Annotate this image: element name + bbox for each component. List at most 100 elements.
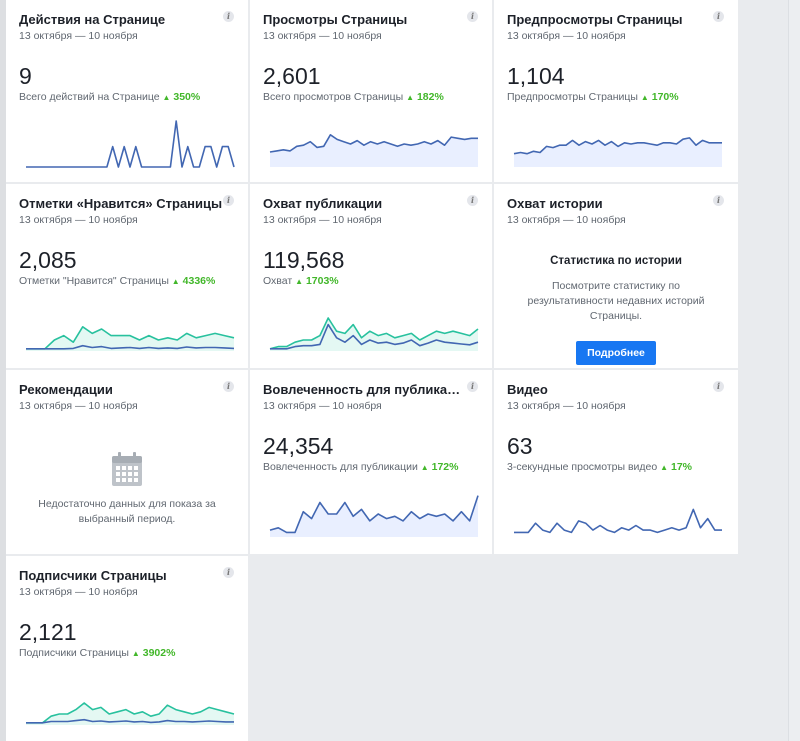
series-primary-line-area [270, 134, 478, 167]
metric-label-row: 3-секундные просмотры видео ▲ 17% [507, 461, 725, 474]
metric-label-row: Подписчики Страницы ▲ 3902% [19, 647, 235, 660]
metric-value: 119,568 [263, 247, 345, 273]
card-date: 13 октября — 10 ноября [19, 30, 138, 42]
metric-value: 9 [19, 63, 32, 89]
metric-label-row: Отметки "Нравится" Страницы ▲ 4336% [19, 275, 235, 288]
up-arrow-icon: ▲ [640, 93, 649, 102]
sparkline-chart [26, 120, 235, 168]
card-date: 13 октября — 10 ноября [19, 586, 138, 598]
series-primary-line [26, 120, 235, 168]
card-date: 13 октября — 10 ноября [507, 214, 626, 226]
info-icon[interactable]: i [223, 195, 234, 206]
card-video[interactable]: Видео 13 октября — 10 ноября i 63 3-секу… [494, 370, 738, 554]
series-primary-line [26, 702, 235, 724]
up-arrow-icon: ▲ [162, 93, 171, 102]
series-primary-line [269, 133, 478, 153]
sparkline-chart [513, 137, 722, 167]
up-arrow-icon: ▲ [660, 463, 669, 472]
card-page-previews[interactable]: Предпросмотры Страницы 13 октября — 10 н… [494, 0, 738, 182]
series-secondary-line [26, 718, 234, 724]
sparkline-chart [26, 325, 235, 351]
metric-value: 24,354 [263, 433, 334, 459]
metric-label-row: Предпросмотры Страницы ▲ 170% [507, 91, 725, 104]
metric-change: 182% [416, 91, 444, 103]
up-arrow-icon: ▲ [171, 277, 180, 286]
metric-change: 4336% [182, 275, 216, 287]
series-secondary-line [26, 344, 235, 350]
card-title: Действия на Странице [19, 12, 166, 27]
up-arrow-icon: ▲ [131, 649, 140, 658]
empty-state-text: Недостаточно данных для показа за выбран… [38, 498, 216, 525]
series-primary-line [269, 495, 479, 534]
metric-change: 172% [431, 461, 459, 473]
metric-change: 350% [173, 91, 201, 103]
up-arrow-icon: ▲ [420, 463, 429, 472]
metric-label: Всего действий на Странице [19, 91, 160, 103]
story-stat-title: Статистика по истории [550, 255, 682, 267]
series-primary-line [26, 325, 235, 350]
card-title: Подписчики Страницы [19, 568, 167, 583]
sparkline-chart [269, 133, 478, 167]
learn-more-button[interactable]: Подробнее [576, 341, 656, 365]
card-title: Видео [507, 382, 548, 397]
card-title: Отметки «Нравится» Страницы [19, 196, 223, 211]
series-primary-line [269, 317, 479, 350]
metric-label: Подписчики Страницы [19, 647, 129, 659]
card-date: 13 октября — 10 ноября [19, 400, 138, 412]
metric-change: 170% [651, 91, 679, 103]
card-recommendations[interactable]: Рекомендации 13 октября — 10 ноября i Не… [6, 370, 248, 554]
metric-label-row: Всего действий на Странице ▲ 350% [19, 91, 235, 104]
info-icon[interactable]: i [223, 567, 234, 578]
card-title: Вовлеченность для публикаци... [263, 382, 468, 397]
info-icon[interactable]: i [713, 195, 724, 206]
card-date: 13 октября — 10 ноября [19, 214, 138, 226]
info-icon[interactable]: i [467, 381, 478, 392]
sparkline-chart [26, 702, 235, 725]
metric-label-row: Охват ▲ 1703% [263, 275, 479, 288]
card-title: Охват истории [507, 196, 603, 211]
left-strip [0, 0, 6, 741]
info-icon[interactable]: i [467, 11, 478, 22]
card-date: 13 октября — 10 ноября [507, 400, 626, 412]
info-icon[interactable]: i [467, 195, 478, 206]
metric-change: 1703% [305, 275, 339, 287]
card-page-followers[interactable]: Подписчики Страницы 13 октября — 10 нояб… [6, 556, 248, 741]
scrollbar[interactable] [788, 0, 800, 741]
series-primary-line-area [26, 326, 234, 351]
metric-label-row: Вовлеченность для публикации ▲ 172% [263, 461, 479, 474]
metric-value: 2,121 [19, 619, 77, 645]
card-post-reach[interactable]: Охват публикации 13 октября — 10 ноября … [250, 184, 492, 368]
sparkline-chart [514, 508, 722, 534]
series-primary-line-area [270, 318, 478, 351]
story-description: Посмотрите статистику по результативност… [527, 280, 705, 322]
card-date: 13 октября — 10 ноября [507, 30, 626, 42]
card-page-actions[interactable]: Действия на Странице 13 октября — 10 ноя… [6, 0, 248, 182]
up-arrow-icon: ▲ [295, 277, 304, 286]
metric-label-row: Всего просмотров Страницы ▲ 182% [263, 91, 479, 104]
sparkline-chart [269, 317, 479, 351]
card-title: Рекомендации [19, 382, 113, 397]
card-title: Просмотры Страницы [263, 12, 408, 27]
card-date: 13 октября — 10 ноября [263, 30, 382, 42]
card-story-reach[interactable]: Охват истории 13 октября — 10 ноября i С… [494, 184, 738, 368]
metric-label: Всего просмотров Страницы [263, 91, 404, 103]
calendar-icon [112, 452, 142, 486]
card-post-engagement[interactable]: Вовлеченность для публикаци... 13 октябр… [250, 370, 492, 554]
card-page-likes[interactable]: Отметки «Нравится» Страницы 13 октября —… [6, 184, 248, 368]
info-icon[interactable]: i [223, 381, 234, 392]
card-date: 13 октября — 10 ноября [263, 214, 382, 226]
metric-value: 2,085 [19, 247, 77, 273]
metric-label: Вовлеченность для публикации [263, 461, 418, 473]
info-icon[interactable]: i [713, 381, 724, 392]
sparkline-chart [269, 495, 479, 537]
info-icon[interactable]: i [223, 11, 234, 22]
up-arrow-icon: ▲ [406, 93, 415, 102]
metric-value: 2,601 [263, 63, 321, 89]
metric-change: 3902% [142, 647, 176, 659]
metric-change: 17% [671, 461, 693, 473]
card-title: Предпросмотры Страницы [507, 12, 683, 27]
info-icon[interactable]: i [713, 11, 724, 22]
card-page-views[interactable]: Просмотры Страницы 13 октября — 10 ноябр… [250, 0, 492, 182]
card-title: Охват публикации [263, 196, 383, 211]
story-promo: Статистика по истории Посмотрите статист… [507, 255, 725, 365]
